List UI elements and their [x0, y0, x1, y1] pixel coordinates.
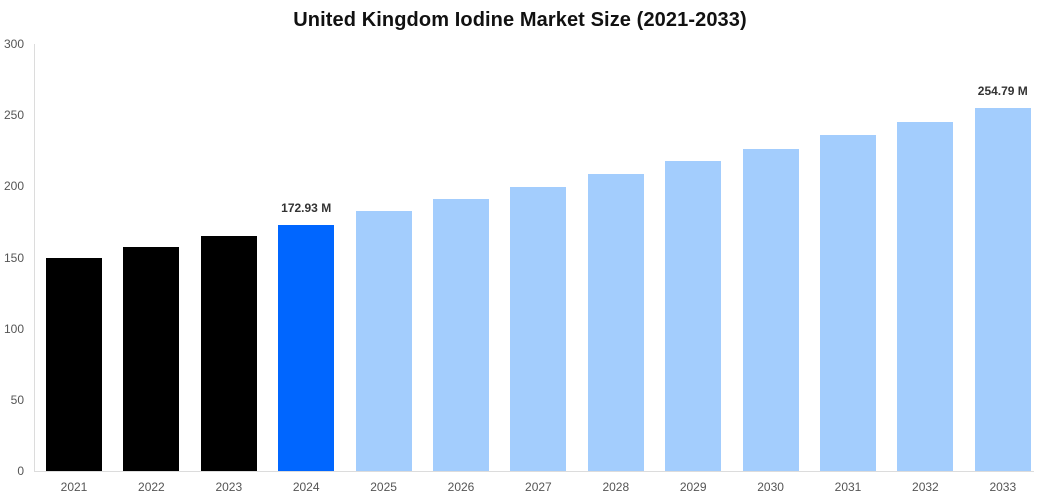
bar-2026[interactable]: [433, 199, 489, 471]
x-axis-line: [34, 471, 1034, 472]
bar-2033[interactable]: [974, 108, 1031, 471]
bar-2025[interactable]: [355, 211, 412, 471]
y-tick-label: 150: [3, 250, 24, 265]
x-tick-label: 2024: [292, 480, 320, 494]
bar-2027[interactable]: [510, 186, 567, 471]
bar-2030[interactable]: [742, 148, 799, 471]
y-axis-line: [34, 44, 35, 471]
bar-2032[interactable]: [897, 121, 954, 471]
x-tick-label: 2025: [370, 480, 397, 494]
y-tick-label: 300: [3, 37, 24, 51]
bar-2023[interactable]: [200, 236, 257, 471]
x-tick-label: 2033: [989, 480, 1017, 494]
bar-2021[interactable]: [46, 257, 102, 471]
y-tick-label: 100: [3, 321, 24, 336]
x-tick-label: 2022: [138, 480, 165, 494]
x-tick-label: 2031: [834, 480, 862, 494]
bar-2029[interactable]: [665, 161, 722, 471]
x-tick-label: 2030: [757, 480, 784, 494]
y-tick-label: 250: [3, 108, 24, 123]
x-tick-label: 2026: [447, 480, 475, 494]
bar-2031[interactable]: [820, 135, 876, 471]
x-tick-label: 2029: [679, 480, 707, 494]
y-tick-label: 200: [3, 179, 24, 194]
bar-2024[interactable]: [278, 224, 335, 471]
data-label-2033: 254.79 M: [977, 84, 1028, 99]
x-tick-label: 2032: [912, 480, 939, 494]
x-tick-label: 2027: [525, 480, 552, 494]
data-label-2024: 172.93 M: [281, 200, 332, 215]
y-tick-label: 0: [17, 464, 24, 478]
x-tick-label: 2021: [60, 480, 88, 494]
bar-2028[interactable]: [587, 173, 644, 471]
bar-2022[interactable]: [123, 246, 180, 471]
chart-title: United Kingdom Iodine Market Size (2021-…: [293, 9, 747, 31]
x-tick-label: 2023: [215, 480, 243, 494]
y-tick-label: 50: [10, 392, 24, 407]
x-tick-label: 2028: [602, 480, 630, 494]
